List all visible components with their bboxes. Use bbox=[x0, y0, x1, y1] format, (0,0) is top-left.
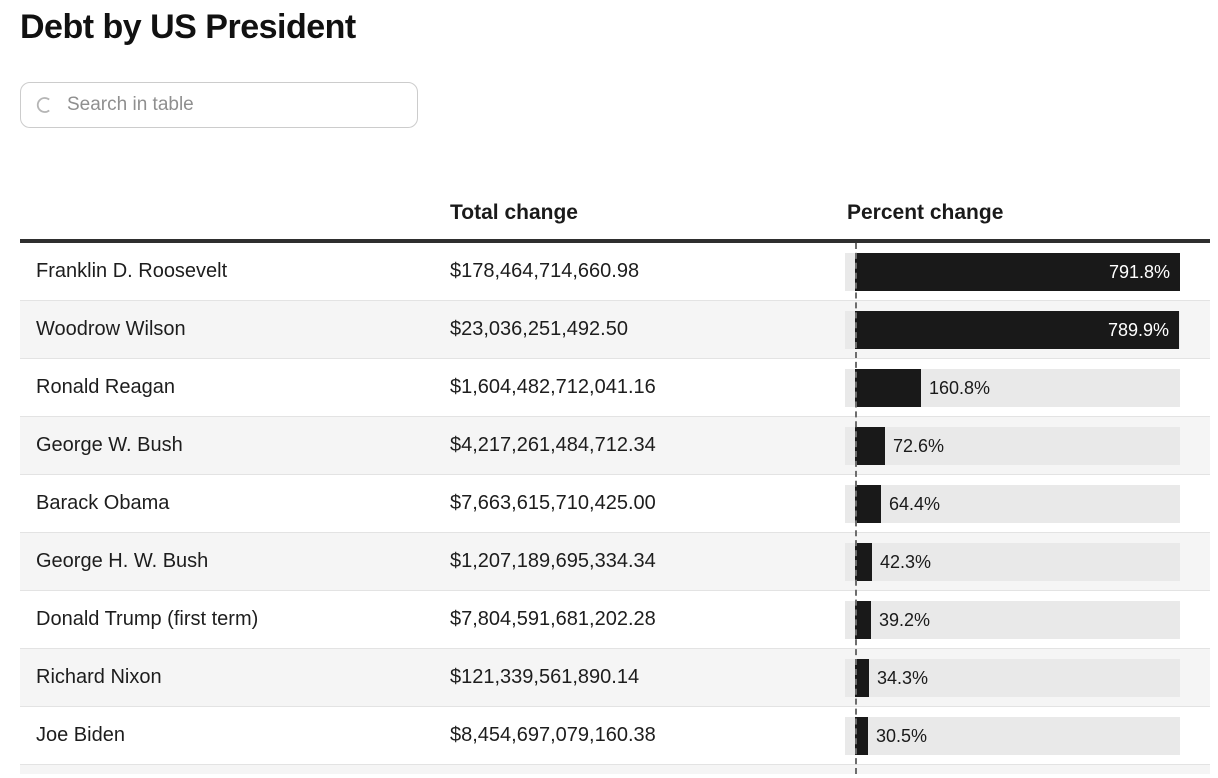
column-header-percent-change[interactable]: Percent change bbox=[847, 201, 1004, 224]
table-row: Franklin D. Roosevelt $178,464,714,660.9… bbox=[20, 243, 1210, 301]
table-body: Franklin D. Roosevelt $178,464,714,660.9… bbox=[20, 243, 1210, 774]
percent-bar bbox=[855, 601, 871, 639]
table-row: George W. Bush $4,217,261,484,712.34 72.… bbox=[20, 417, 1210, 475]
percent-label: 34.3% bbox=[877, 668, 929, 688]
percent-change-cell: 34.3% bbox=[845, 659, 1180, 697]
table-row: Barack Obama $7,663,615,710,425.00 64.4% bbox=[20, 475, 1210, 533]
table-row: George H. W. Bush $1,207,189,695,334.34 … bbox=[20, 533, 1210, 591]
president-cell: Woodrow Wilson bbox=[36, 318, 186, 340]
percent-bar bbox=[855, 717, 868, 755]
percent-change-cell: 72.6% bbox=[845, 427, 1180, 465]
percent-bar: 789.9% bbox=[855, 311, 1179, 349]
search-input[interactable] bbox=[55, 94, 417, 116]
percent-bar bbox=[855, 485, 881, 523]
search-icon bbox=[35, 95, 55, 115]
percent-label: 789.9% bbox=[1107, 320, 1169, 340]
percent-change-cell: 42.3% bbox=[845, 543, 1180, 581]
president-cell: Donald Trump (first term) bbox=[36, 608, 259, 630]
search-box[interactable] bbox=[20, 82, 418, 128]
total-change-cell: $178,464,714,660.98 bbox=[450, 260, 640, 282]
president-cell: Ronald Reagan bbox=[36, 376, 175, 398]
percent-label: 791.8% bbox=[1108, 262, 1170, 282]
total-change-cell: $121,339,561,890.14 bbox=[450, 666, 640, 688]
percent-change-cell: 39.2% bbox=[845, 601, 1180, 639]
table-row: Donald Trump (first term) $7,804,591,681… bbox=[20, 591, 1210, 649]
percent-bar bbox=[855, 659, 869, 697]
bar-track bbox=[845, 659, 1180, 697]
percent-label: 160.8% bbox=[929, 378, 991, 398]
table-row-partial bbox=[20, 765, 1210, 774]
table-header-row: Total change Percent change bbox=[20, 175, 1210, 243]
percent-label: 64.4% bbox=[889, 494, 941, 514]
table-row: Woodrow Wilson $23,036,251,492.50 789.9% bbox=[20, 301, 1210, 359]
president-cell: George W. Bush bbox=[36, 434, 183, 456]
total-change-cell: $7,804,591,681,202.28 bbox=[450, 608, 656, 630]
total-change-cell: $1,207,189,695,334.34 bbox=[450, 550, 656, 572]
president-cell: Barack Obama bbox=[36, 492, 170, 514]
bar-track bbox=[845, 543, 1180, 581]
bar-track bbox=[845, 601, 1180, 639]
percent-bar bbox=[855, 543, 872, 581]
percent-label: 42.3% bbox=[880, 552, 932, 572]
percent-bar: 791.8% bbox=[855, 253, 1180, 291]
table-row: Richard Nixon $121,339,561,890.14 34.3% bbox=[20, 649, 1210, 707]
president-cell: Richard Nixon bbox=[36, 666, 162, 688]
bar-track bbox=[845, 717, 1180, 755]
percent-change-cell: 64.4% bbox=[845, 485, 1180, 523]
percent-bar bbox=[855, 369, 921, 407]
percent-change-cell: 789.9% bbox=[845, 311, 1180, 349]
column-header-total-change[interactable]: Total change bbox=[450, 201, 578, 224]
percent-label: 30.5% bbox=[876, 726, 928, 746]
president-cell: Joe Biden bbox=[36, 724, 125, 746]
percent-label: 72.6% bbox=[893, 436, 945, 456]
president-cell: George H. W. Bush bbox=[36, 550, 209, 572]
total-change-cell: $4,217,261,484,712.34 bbox=[450, 434, 656, 456]
president-cell: Franklin D. Roosevelt bbox=[36, 260, 228, 282]
percent-label: 39.2% bbox=[879, 610, 931, 630]
percent-bar bbox=[855, 427, 885, 465]
table-row: Joe Biden $8,454,697,079,160.38 30.5% bbox=[20, 707, 1210, 765]
percent-change-cell: 30.5% bbox=[845, 717, 1180, 755]
debt-table: Total change Percent change Franklin D. … bbox=[20, 175, 1210, 774]
total-change-cell: $8,454,697,079,160.38 bbox=[450, 724, 656, 746]
bar-track bbox=[845, 427, 1180, 465]
zero-axis-line bbox=[855, 243, 857, 774]
total-change-cell: $7,663,615,710,425.00 bbox=[450, 492, 656, 514]
total-change-cell: $1,604,482,712,041.16 bbox=[450, 376, 656, 398]
bar-track bbox=[845, 485, 1180, 523]
percent-change-cell: 791.8% bbox=[845, 253, 1180, 291]
table-row: Ronald Reagan $1,604,482,712,041.16 160.… bbox=[20, 359, 1210, 417]
page-title: Debt by US President bbox=[20, 8, 356, 46]
total-change-cell: $23,036,251,492.50 bbox=[450, 318, 628, 340]
percent-change-cell: 160.8% bbox=[845, 369, 1180, 407]
